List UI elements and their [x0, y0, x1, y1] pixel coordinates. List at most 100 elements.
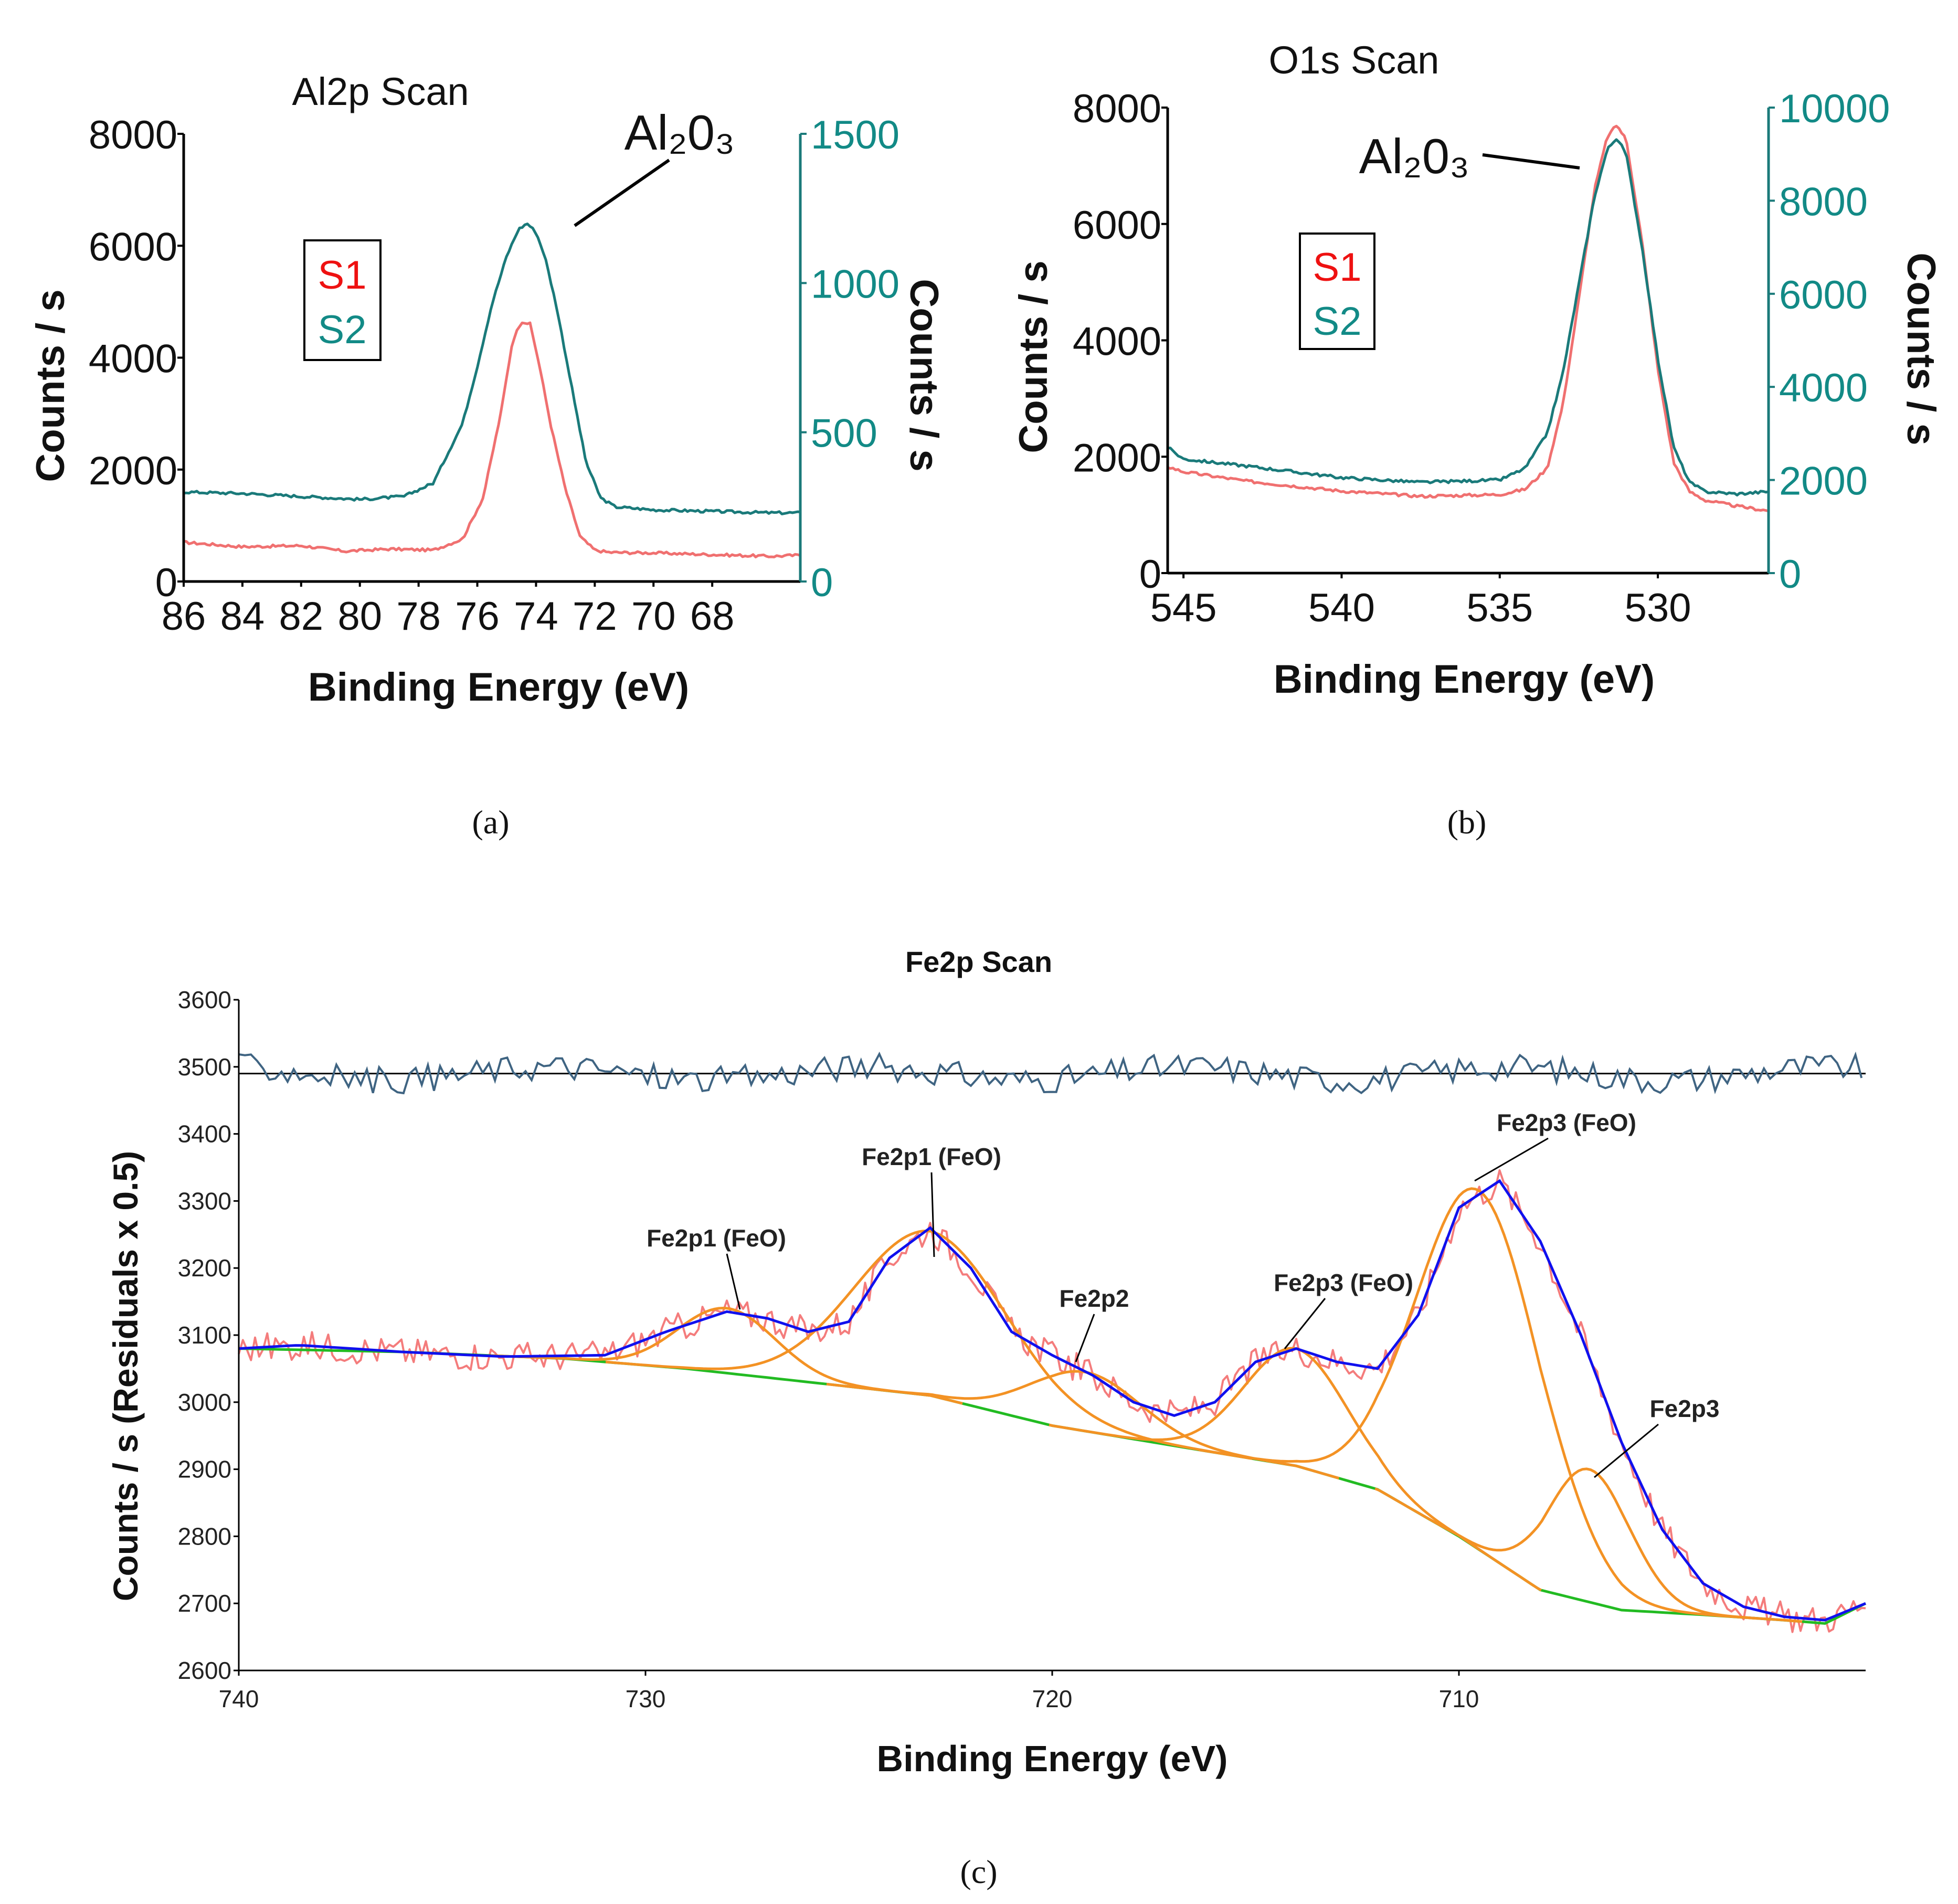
panel-c-ytick-label: 3000 [178, 1389, 231, 1416]
a-plot-xtick-label: 84 [220, 594, 265, 639]
b-plot-ytick-left-label: 4000 [1073, 320, 1161, 364]
a-plot-ytick-right-label: 0 [811, 560, 833, 605]
a-plot-xtick-label: 78 [396, 594, 441, 639]
panel-c-plot-area: 2600 2700 2800 2900 3000 3100 3200 3300 3400 3500… [178, 986, 1867, 1712]
panel-c-ytick-label: 2900 [178, 1456, 231, 1483]
b-plot-xtick-label: 535 [1466, 586, 1533, 630]
panel-a-xlabel: Binding Energy (eV) [308, 665, 689, 710]
a-plot-xtick-label: 68 [690, 594, 735, 639]
b-plot-series-s1 [1167, 124, 1769, 513]
panel-c-peak-label: Fe2p3 (FeO) [1274, 1269, 1413, 1296]
panel-b-annotation-leader [1482, 153, 1580, 170]
panel-c-xtick-label: 740 [219, 1685, 259, 1712]
a-plot-series-s2 [183, 223, 801, 515]
panel-c-ytick-label: 3600 [178, 986, 231, 1013]
panel-c-peak-6 [1374, 1467, 1803, 1623]
b-plot-series-s2 [1167, 138, 1769, 496]
panel-c-ytick-label: 2800 [178, 1522, 231, 1550]
a-plot-ytick-right-label: 500 [811, 411, 877, 456]
a-plot-ytick-left-label: 4000 [89, 337, 177, 382]
b-plot-ytick-left-label: 0 [1139, 552, 1161, 597]
a-plot-xtick-label: 82 [279, 594, 324, 639]
panel-a-legend-box [303, 239, 382, 361]
panel-a-legend-s1: S1 [318, 253, 367, 298]
b-plot-xtick-label: 530 [1625, 586, 1691, 630]
b-plot-ytick-right-label: 6000 [1779, 273, 1868, 318]
panel-c-peak-4 [1049, 1347, 1542, 1592]
b-plot-xtick-label: 545 [1150, 586, 1217, 630]
panel-c-xtick-label: 730 [626, 1685, 666, 1712]
panel-a-al2p-chart: Al2p Scan 0 2000 4000 6000 8000 0 500 1000 1500 8… [28, 70, 946, 841]
panel-a-plot-area: 0 2000 4000 6000 8000 0 500 1000 1500 86 84 82 80 78 7… [89, 113, 899, 639]
panel-c-residual-line [238, 1051, 1863, 1095]
panel-c-raw-data-line [238, 1169, 1866, 1633]
panel-c-peak-leader [1594, 1423, 1659, 1478]
panel-a-caption: (a) [472, 803, 509, 841]
panel-c-ytick-label: 3200 [178, 1254, 231, 1282]
panel-b-legend-s2: S2 [1313, 299, 1362, 344]
panel-c-peak-leader [1474, 1137, 1549, 1182]
a-plot-xtick-label: 70 [631, 594, 676, 639]
panel-c-peak-leader [1075, 1314, 1095, 1362]
panel-a-annotation: Al₂0₃ [625, 105, 735, 160]
a-plot-xtick-label: 72 [573, 594, 617, 639]
a-plot-xtick-label: 86 [162, 594, 206, 639]
a-plot-ytick-left-label: 0 [155, 560, 177, 605]
panel-b-o1s-chart: O1s Scan 0 2000 4000 6000 8000 0 2000 4000 6000 8… [1011, 38, 1943, 841]
panel-c-ytick-label: 3100 [178, 1321, 231, 1349]
panel-a-ylabel-left: Counts / s [28, 289, 73, 482]
panel-c-xlabel: Binding Energy (eV) [877, 1738, 1228, 1779]
b-plot-ytick-right-label: 10000 [1779, 87, 1890, 131]
panel-c-peak-leader [726, 1253, 741, 1310]
panel-c-ytick-label: 2700 [178, 1590, 231, 1617]
panel-b-legend-s1: S1 [1313, 245, 1362, 290]
panel-a-title: Al2p Scan [292, 70, 469, 113]
panel-c-title: Fe2p Scan [905, 945, 1052, 978]
panel-b-plot-area: 0 2000 4000 6000 8000 0 2000 4000 6000 8000 10000 5… [1073, 87, 1890, 630]
panel-c-caption: (c) [960, 1853, 997, 1890]
b-plot-ytick-right-label: 2000 [1779, 459, 1868, 504]
b-plot-xtick-label: 540 [1308, 586, 1375, 630]
panel-b-legend-box [1299, 232, 1375, 350]
panel-c-envelope-line [238, 1179, 1866, 1622]
panel-c-peak-label: Fe2p2 [1060, 1285, 1129, 1312]
panel-b-caption: (b) [1447, 803, 1487, 841]
panel-c-peak-leader [930, 1172, 935, 1257]
panel-c-peak-label: Fe2p3 (FeO) [1497, 1109, 1636, 1136]
panel-b-xlabel: Binding Energy (eV) [1274, 657, 1655, 702]
panel-c-ytick-label: 3500 [178, 1053, 231, 1081]
panel-b-title: O1s Scan [1269, 38, 1440, 82]
a-plot-ytick-left-label: 8000 [89, 113, 177, 157]
panel-c-peak-label: Fe2p3 [1650, 1395, 1720, 1422]
panel-c-peak-label: Fe2p1 (FeO) [647, 1224, 786, 1252]
panel-b-annotation: Al₂0₃ [1359, 129, 1470, 184]
a-plot-xtick-label: 74 [514, 594, 558, 639]
b-plot-ytick-right-label: 8000 [1779, 179, 1868, 224]
panel-a-annotation-leader [574, 158, 670, 227]
a-plot-ytick-right-label: 1500 [811, 113, 899, 157]
panel-b-ylabel-left: Counts / s [1011, 260, 1056, 453]
panel-c-xtick-label: 720 [1032, 1685, 1073, 1712]
panel-c-peak-label: Fe2p1 (FeO) [862, 1143, 1001, 1170]
panel-b-ylabel-right: Counts / s [1899, 252, 1943, 445]
panel-c-fe2p-chart: Fe2p Scan 2600 2700 2800 2900 3000 3100 3200 33… [106, 945, 1867, 1890]
panel-a-ylabel-right: Counts / s [902, 279, 946, 471]
panel-c-ytick-label: 3400 [178, 1120, 231, 1148]
panel-a-legend-s2: S2 [318, 308, 367, 352]
panel-c-ytick-label: 3300 [178, 1187, 231, 1214]
b-plot-ytick-left-label: 6000 [1073, 203, 1161, 248]
a-plot-ytick-right-label: 1000 [811, 262, 899, 306]
a-plot-xtick-label: 80 [337, 594, 382, 639]
a-plot-series-s1 [183, 321, 801, 558]
panel-c-peak-2 [605, 1229, 1253, 1460]
panel-c-ytick-label: 2600 [178, 1657, 231, 1684]
a-plot-ytick-left-label: 2000 [89, 449, 177, 493]
panel-c-peak-5 [1199, 1187, 1756, 1620]
panel-c-peak-3 [826, 1370, 1340, 1480]
panel-c-xtick-label: 710 [1439, 1685, 1479, 1712]
a-plot-xtick-label: 76 [455, 594, 500, 639]
b-plot-ytick-right-label: 4000 [1779, 366, 1868, 410]
a-plot-ytick-left-label: 6000 [89, 225, 177, 269]
b-plot-ytick-left-label: 8000 [1073, 87, 1161, 131]
